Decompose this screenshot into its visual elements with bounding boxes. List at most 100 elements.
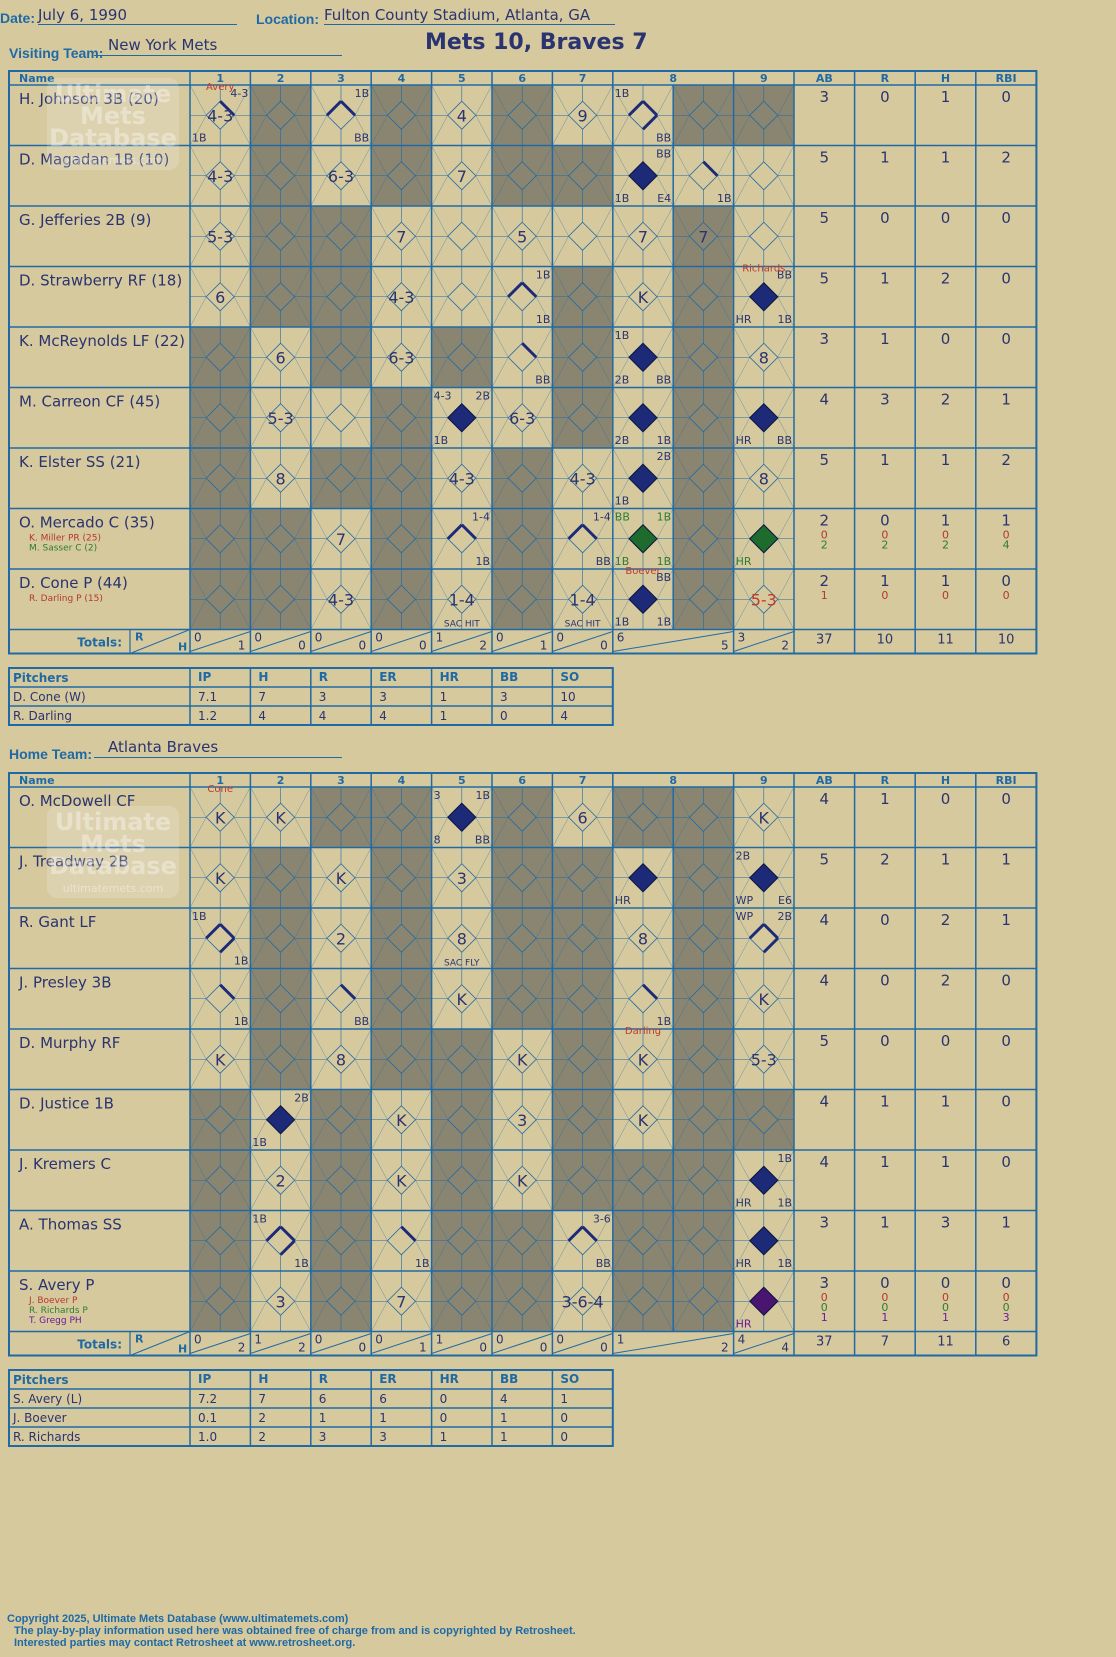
visitors-cell-diagonal <box>672 205 734 267</box>
visitors-batter-stat: 1 <box>941 451 951 469</box>
visitors-diamond <box>447 584 477 614</box>
home-play-note: BB <box>596 1257 611 1270</box>
home-batter-stat: 2 <box>941 972 951 990</box>
visitors-cell-diagonal <box>189 205 251 267</box>
home-base-path <box>762 923 779 940</box>
home-diamond <box>628 802 658 832</box>
home-pitcher-stat: 0 <box>560 1430 568 1444</box>
home-inning-header: 8 <box>669 774 677 787</box>
visitors-cell-diagonal <box>491 84 553 146</box>
home-inning-hits: 2 <box>238 1341 246 1355</box>
visitors-cell-diagonal <box>672 84 734 146</box>
home-inning-header: 9 <box>760 774 768 787</box>
home-inning-total-slash <box>612 1333 734 1354</box>
visitors-play-note: 1B <box>717 192 732 205</box>
visitors-cell-diagonal <box>491 447 553 509</box>
home-diamond <box>568 1286 598 1316</box>
visitors-diamond <box>386 524 416 554</box>
home-inning-hits: 0 <box>479 1341 487 1355</box>
visitors-cell-diagonal <box>733 145 795 207</box>
home-substitute-name: J. Boever P <box>28 1296 78 1306</box>
home-cell-diagonal <box>552 1028 614 1090</box>
visitors-diamond <box>447 463 477 493</box>
visitors-inning-runs: 1 <box>436 631 444 645</box>
visitors-diamond <box>205 463 235 493</box>
visitors-play-note: BB <box>615 511 630 524</box>
home-cell-diagonal <box>491 1089 553 1151</box>
visitors-diamond <box>507 463 537 493</box>
visitors-play-result: 7 <box>457 167 467 186</box>
visitors-cell-diagonal <box>552 568 614 630</box>
visitors-play-result: 6-3 <box>388 348 414 367</box>
home-diamond <box>688 802 718 832</box>
visitors-inning-hits: 2 <box>479 639 487 653</box>
visitors-diamond <box>326 221 356 251</box>
home-cell-diagonal <box>189 847 251 909</box>
visitors-play-note: 1-4 <box>593 511 611 524</box>
home-pitcher-stat: 1 <box>500 1430 508 1444</box>
home-pitcher-stat: 4 <box>500 1392 508 1406</box>
visitors-batter-name: O. Mercado C (35) <box>19 514 155 532</box>
home-diamond <box>447 1105 477 1135</box>
visitors-cell-diagonal <box>431 84 493 146</box>
visitors-total-stat: 11 <box>937 633 954 648</box>
home-cell-diagonal <box>491 1028 553 1090</box>
visitors-pitch-col-header: BB <box>500 670 518 684</box>
home-cell-diagonal <box>672 1210 734 1272</box>
visitors-diamond <box>205 221 235 251</box>
home-watermark-badge <box>47 806 179 898</box>
visitors-inning-hits: 1 <box>238 639 246 653</box>
home-base-path <box>641 983 659 1000</box>
visitors-sub-stat: 0 <box>881 589 888 602</box>
home-inning-total-slash <box>310 1333 372 1354</box>
home-sub-stat: 0 <box>1003 1291 1010 1304</box>
home-play-note: 1B <box>252 1136 267 1149</box>
home-cell-diagonal <box>189 1270 251 1332</box>
visitors-cell-diagonal <box>552 326 614 388</box>
home-cell-diagonal <box>491 786 553 848</box>
home-diamond <box>688 863 718 893</box>
visitors-inning-hits: 0 <box>600 639 608 653</box>
home-pitcher-stat: 1 <box>560 1392 568 1406</box>
home-batter-stat: 0 <box>1001 1274 1011 1292</box>
visitors-inning-total-slash <box>250 631 311 652</box>
visitors-diamond <box>688 342 718 372</box>
visitors-pitching-change-note: Richards <box>742 264 785 275</box>
home-diamond <box>326 1044 356 1074</box>
home-play-note: WP <box>736 910 754 923</box>
visitors-play-note: BB <box>535 374 550 387</box>
visitors-pitcher-stat: 4 <box>319 709 327 723</box>
home-cell-diagonal <box>310 847 372 909</box>
home-diamond <box>386 863 416 893</box>
home-inning-header: 6 <box>518 774 526 787</box>
visitors-diamond <box>688 282 718 312</box>
home-pitcher-stat: 0 <box>560 1411 568 1425</box>
home-cell-diagonal <box>189 1210 251 1272</box>
home-base-path <box>279 1225 296 1242</box>
home-base-path <box>219 983 236 1000</box>
home-cell-diagonal <box>552 907 614 969</box>
home-cell-diagonal <box>370 968 432 1030</box>
home-diamond <box>447 863 477 893</box>
home-cell-diagonal <box>431 968 493 1030</box>
home-play-note: BB <box>354 1015 369 1028</box>
visitors-play-note: 1B <box>615 555 630 568</box>
home-play-note: 1B <box>234 955 249 968</box>
visitors-batter-stat: 5 <box>820 270 830 288</box>
home-pitcher-stat: 2 <box>258 1430 266 1444</box>
visitors-play-note: 1B <box>536 269 551 282</box>
home-play-result: 8 <box>336 1050 346 1069</box>
home-diamond <box>386 984 416 1014</box>
visitors-pitcher-stat: 4 <box>560 709 568 723</box>
home-cell-diagonal <box>310 1028 372 1090</box>
home-diamond <box>326 1165 356 1195</box>
home-cell-diagonal <box>612 786 674 848</box>
visitors-stat-header: H <box>941 72 950 85</box>
visitors-play-result: 8 <box>276 469 286 488</box>
visitors-cell-diagonal <box>431 326 493 388</box>
visitors-scored-run <box>628 342 658 372</box>
visitors-play-note: BB <box>656 571 671 584</box>
home-batter-stat: 0 <box>880 1032 890 1050</box>
visitors-cell-diagonal <box>310 84 372 146</box>
visitors-inning-total-slash <box>371 631 432 652</box>
